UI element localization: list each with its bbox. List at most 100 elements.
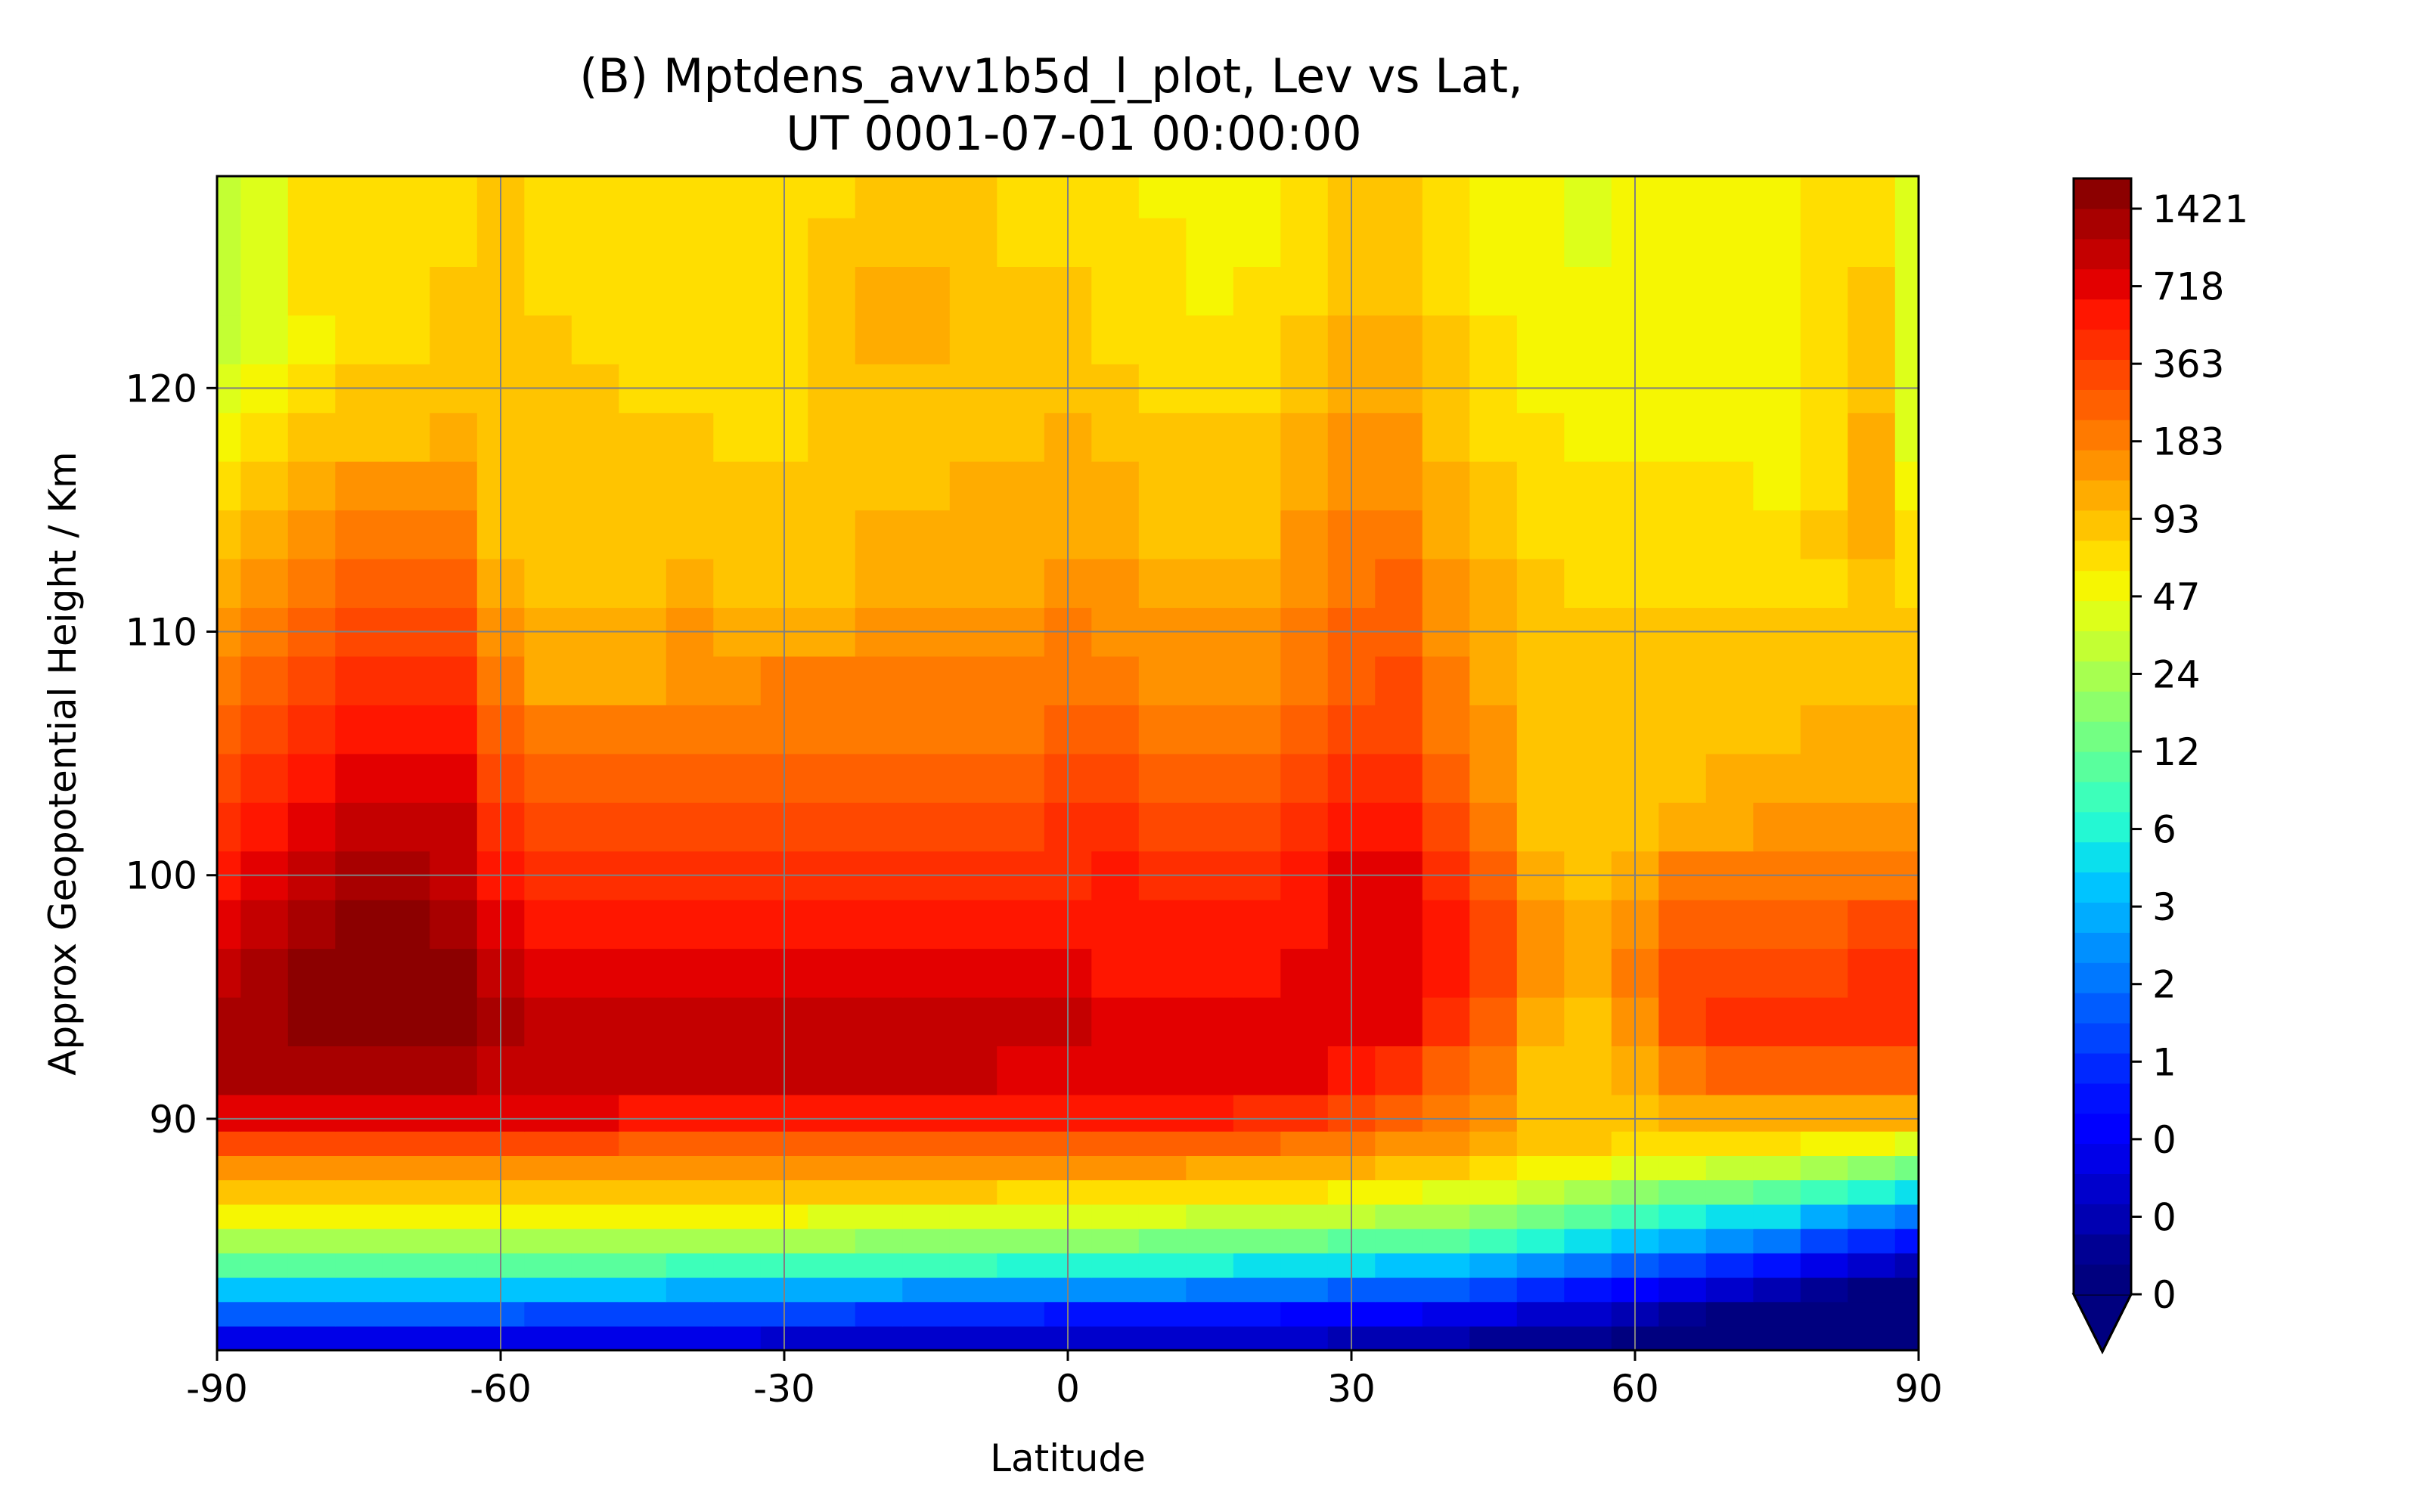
heatmap-cell: [1564, 1131, 1612, 1156]
heatmap-cell: [430, 1046, 478, 1095]
heatmap-cell: [1516, 1325, 1565, 1350]
heatmap-cell: [524, 510, 572, 559]
colorbar-band: [2074, 570, 2131, 602]
heatmap-cell: [524, 802, 572, 852]
heatmap-cell: [1280, 1277, 1329, 1303]
heatmap-cell: [524, 176, 572, 218]
heatmap-cell: [240, 1179, 289, 1205]
heatmap-cell: [1753, 753, 1801, 803]
heatmap-cell: [571, 802, 620, 852]
heatmap-cell: [1658, 1155, 1707, 1181]
heatmap-cell: [382, 705, 431, 754]
heatmap-cell: [1422, 412, 1471, 462]
heatmap-cell: [240, 705, 289, 754]
heatmap-cell: [217, 996, 241, 1046]
heatmap-cell: [1138, 558, 1187, 609]
heatmap-cell: [524, 266, 572, 316]
heatmap-cell: [240, 1204, 289, 1229]
heatmap-cell: [1469, 461, 1518, 511]
heatmap-cell: [240, 1094, 289, 1132]
colorbar-band: [2074, 208, 2131, 240]
heatmap-cell: [430, 1094, 478, 1132]
heatmap-cell: [1800, 1325, 1849, 1350]
heatmap-cell: [997, 217, 1045, 267]
heatmap-cell: [335, 461, 383, 511]
heatmap-cell: [997, 1253, 1045, 1278]
heatmap-cell: [902, 1228, 951, 1253]
heatmap-cell: [1186, 1179, 1234, 1205]
heatmap-cell: [240, 1155, 289, 1181]
heatmap-cell: [287, 461, 337, 511]
heatmap-cell: [1516, 802, 1565, 852]
heatmap-cell: [240, 802, 289, 852]
heatmap-cell: [1516, 1301, 1565, 1327]
heatmap-cell: [949, 1325, 998, 1350]
heatmap-cell: [902, 266, 951, 316]
heatmap-cell: [1469, 1131, 1518, 1156]
heatmap-cell: [855, 217, 904, 267]
heatmap-cell: [855, 996, 904, 1046]
heatmap-cell: [287, 753, 337, 803]
heatmap-cell: [1375, 996, 1423, 1046]
heatmap-cell: [1186, 1253, 1234, 1278]
heatmap-cell: [1233, 461, 1282, 511]
heatmap-cell: [1138, 655, 1187, 705]
heatmap-cell: [1469, 266, 1518, 316]
colorbar-band: [2074, 389, 2131, 420]
heatmap-cell: [217, 1277, 241, 1303]
heatmap-cell: [666, 1155, 715, 1181]
heatmap-cell: [382, 1179, 431, 1205]
heatmap-cell: [619, 655, 667, 705]
heatmap-cell: [287, 1179, 337, 1205]
heatmap-cell: [1091, 461, 1140, 511]
heatmap-cell: [1138, 1046, 1187, 1095]
heatmap-cell: [287, 176, 337, 218]
heatmap-cell: [902, 1131, 951, 1156]
heatmap-cell: [619, 1301, 667, 1327]
colorbar-tick-label: 183: [2152, 420, 2224, 464]
heatmap-cell: [666, 705, 715, 754]
heatmap-cell: [1800, 899, 1849, 950]
heatmap-cell: [1375, 1131, 1423, 1156]
heatmap-cell: [713, 510, 762, 559]
heatmap-cell: [1848, 1131, 1896, 1156]
heatmap-cell: [1280, 1094, 1329, 1132]
heatmap-cell: [1564, 266, 1612, 316]
colorbar-tick-label: 2: [2152, 963, 2176, 1007]
heatmap-cell: [1516, 1131, 1565, 1156]
heatmap-cell: [855, 266, 904, 316]
heatmap-cell: [1091, 510, 1140, 559]
heatmap-cell: [1091, 1155, 1140, 1181]
heatmap-cell: [855, 461, 904, 511]
heatmap-layer: [217, 176, 1919, 1350]
heatmap-cell: [666, 1325, 715, 1350]
colorbar-band: [2074, 450, 2131, 481]
heatmap-cell: [240, 1046, 289, 1095]
heatmap-cell: [1705, 996, 1754, 1046]
heatmap-cell: [1233, 1325, 1282, 1350]
colorbar-tick-label: 363: [2152, 342, 2224, 386]
heatmap-cell: [619, 899, 667, 950]
heatmap-cell: [1658, 558, 1707, 609]
heatmap-cell: [1469, 705, 1518, 754]
heatmap-cell: [1894, 1301, 1919, 1327]
heatmap-cell: [1186, 1094, 1234, 1132]
heatmap-cell: [1564, 705, 1612, 754]
heatmap-cell: [335, 705, 383, 754]
heatmap-cell: [1800, 1253, 1849, 1278]
heatmap-cell: [1186, 753, 1234, 803]
heatmap-cell: [1564, 802, 1612, 852]
heatmap-cell: [430, 314, 478, 364]
heatmap-cell: [1186, 217, 1234, 267]
heatmap-cell: [335, 802, 383, 852]
heatmap-cell: [1753, 1301, 1801, 1327]
heatmap-cell: [808, 1253, 856, 1278]
heatmap-cell: [808, 1179, 856, 1205]
heatmap-cell: [1848, 1301, 1896, 1327]
heatmap-cell: [1469, 996, 1518, 1046]
heatmap-cell: [808, 1155, 856, 1181]
heatmap-cell: [1422, 461, 1471, 511]
heatmap-cell: [1138, 1204, 1187, 1229]
heatmap-cell: [1138, 996, 1187, 1046]
heatmap-cell: [240, 655, 289, 705]
